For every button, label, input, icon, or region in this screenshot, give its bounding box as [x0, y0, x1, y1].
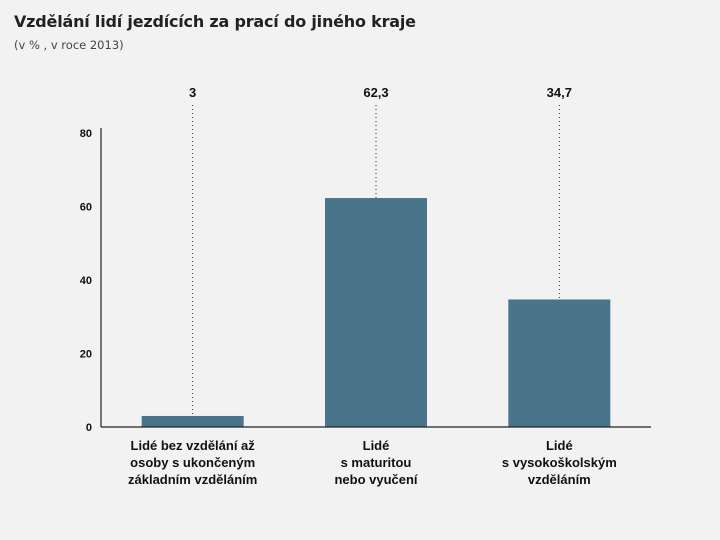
- chart-subtitle: (v % , v roce 2013): [14, 38, 124, 52]
- value-label: 3: [189, 85, 196, 100]
- y-tick-label: 20: [80, 349, 92, 361]
- category-label: Lidé s maturitou nebo vyučení: [334, 438, 417, 487]
- value-label: 62,3: [363, 85, 388, 100]
- y-tick-label: 40: [80, 275, 92, 287]
- bar: [325, 198, 427, 427]
- y-tick-label: 60: [80, 202, 92, 214]
- y-tick-label: 0: [86, 422, 92, 434]
- category-label: Lidé bez vzdělání až osoby s ukončeným zák…: [128, 438, 257, 487]
- bar: [141, 415, 244, 427]
- y-tick-label: 80: [80, 128, 92, 140]
- chart-title: Vzdělání lidí jezdících za prací do jiné…: [14, 12, 416, 31]
- value-label: 34,7: [547, 85, 572, 100]
- category-label: Lidé s vysokoškolským vzděláním: [502, 438, 617, 487]
- bar: [508, 299, 611, 427]
